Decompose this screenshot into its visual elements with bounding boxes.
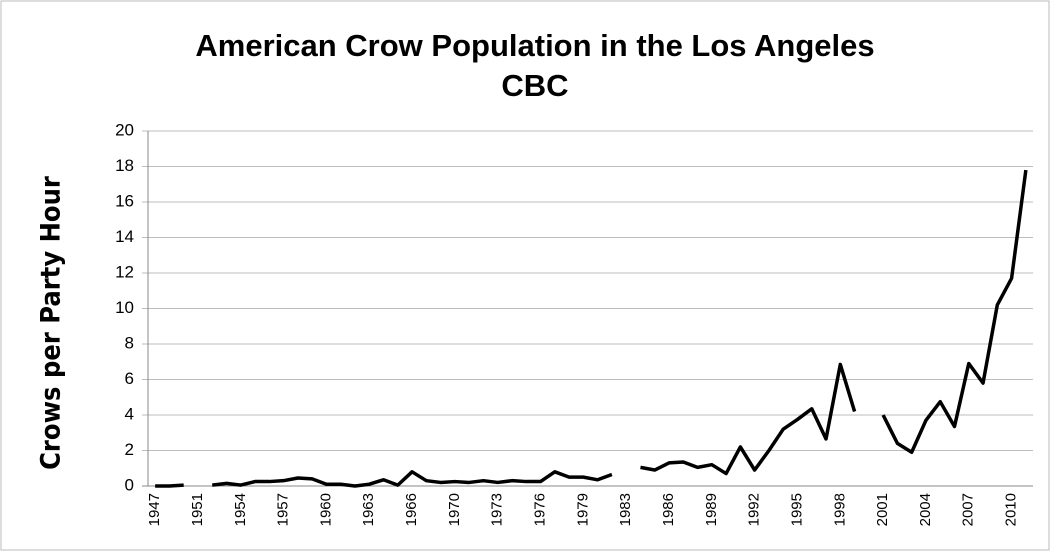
x-tick-label: 1989 — [703, 493, 720, 526]
x-tick-label: 1957 — [275, 493, 292, 526]
x-tick-label: 1992 — [746, 493, 763, 526]
x-tick-label: 2010 — [1003, 493, 1020, 526]
x-tick-label: 1947 — [146, 493, 163, 526]
x-tick-label: 1951 — [189, 493, 206, 526]
x-tick-label: 2007 — [960, 493, 977, 526]
x-tick-label: 1979 — [574, 493, 591, 526]
x-tick-label: 1976 — [532, 493, 549, 526]
x-tick-label: 1954 — [232, 493, 249, 526]
y-tick-label: 4 — [125, 404, 134, 423]
chart-title: American Crow Population in the Los Ange… — [195, 28, 875, 103]
x-tick-label: 1986 — [660, 493, 677, 526]
x-tick-label: 1983 — [617, 493, 634, 526]
y-tick-label: 12 — [115, 262, 134, 281]
x-tick-label: 1963 — [360, 493, 377, 526]
y-tick-label: 16 — [115, 191, 134, 210]
y-tick-label: 14 — [115, 227, 134, 246]
x-tick-label: 1973 — [489, 493, 506, 526]
x-tick-label: 1995 — [788, 493, 805, 526]
x-tick-label: 1966 — [403, 493, 420, 526]
y-tick-label: 6 — [125, 369, 134, 388]
x-tick-label: 1998 — [831, 493, 848, 526]
x-tick-label: 2004 — [917, 493, 934, 526]
y-tick-label: 20 — [115, 120, 134, 139]
x-tick-label: 1970 — [446, 493, 463, 526]
x-tick-label: 1960 — [317, 493, 334, 526]
y-tick-label: 0 — [125, 475, 134, 494]
y-axis-label: Crows per Party Hour — [36, 176, 67, 470]
y-tick-label: 2 — [125, 440, 134, 459]
y-tick-label: 8 — [125, 333, 134, 352]
y-tick-label: 10 — [115, 298, 134, 317]
x-tick-label: 2001 — [874, 493, 891, 526]
y-tick-label: 18 — [115, 156, 134, 175]
data-line — [155, 169, 1028, 488]
